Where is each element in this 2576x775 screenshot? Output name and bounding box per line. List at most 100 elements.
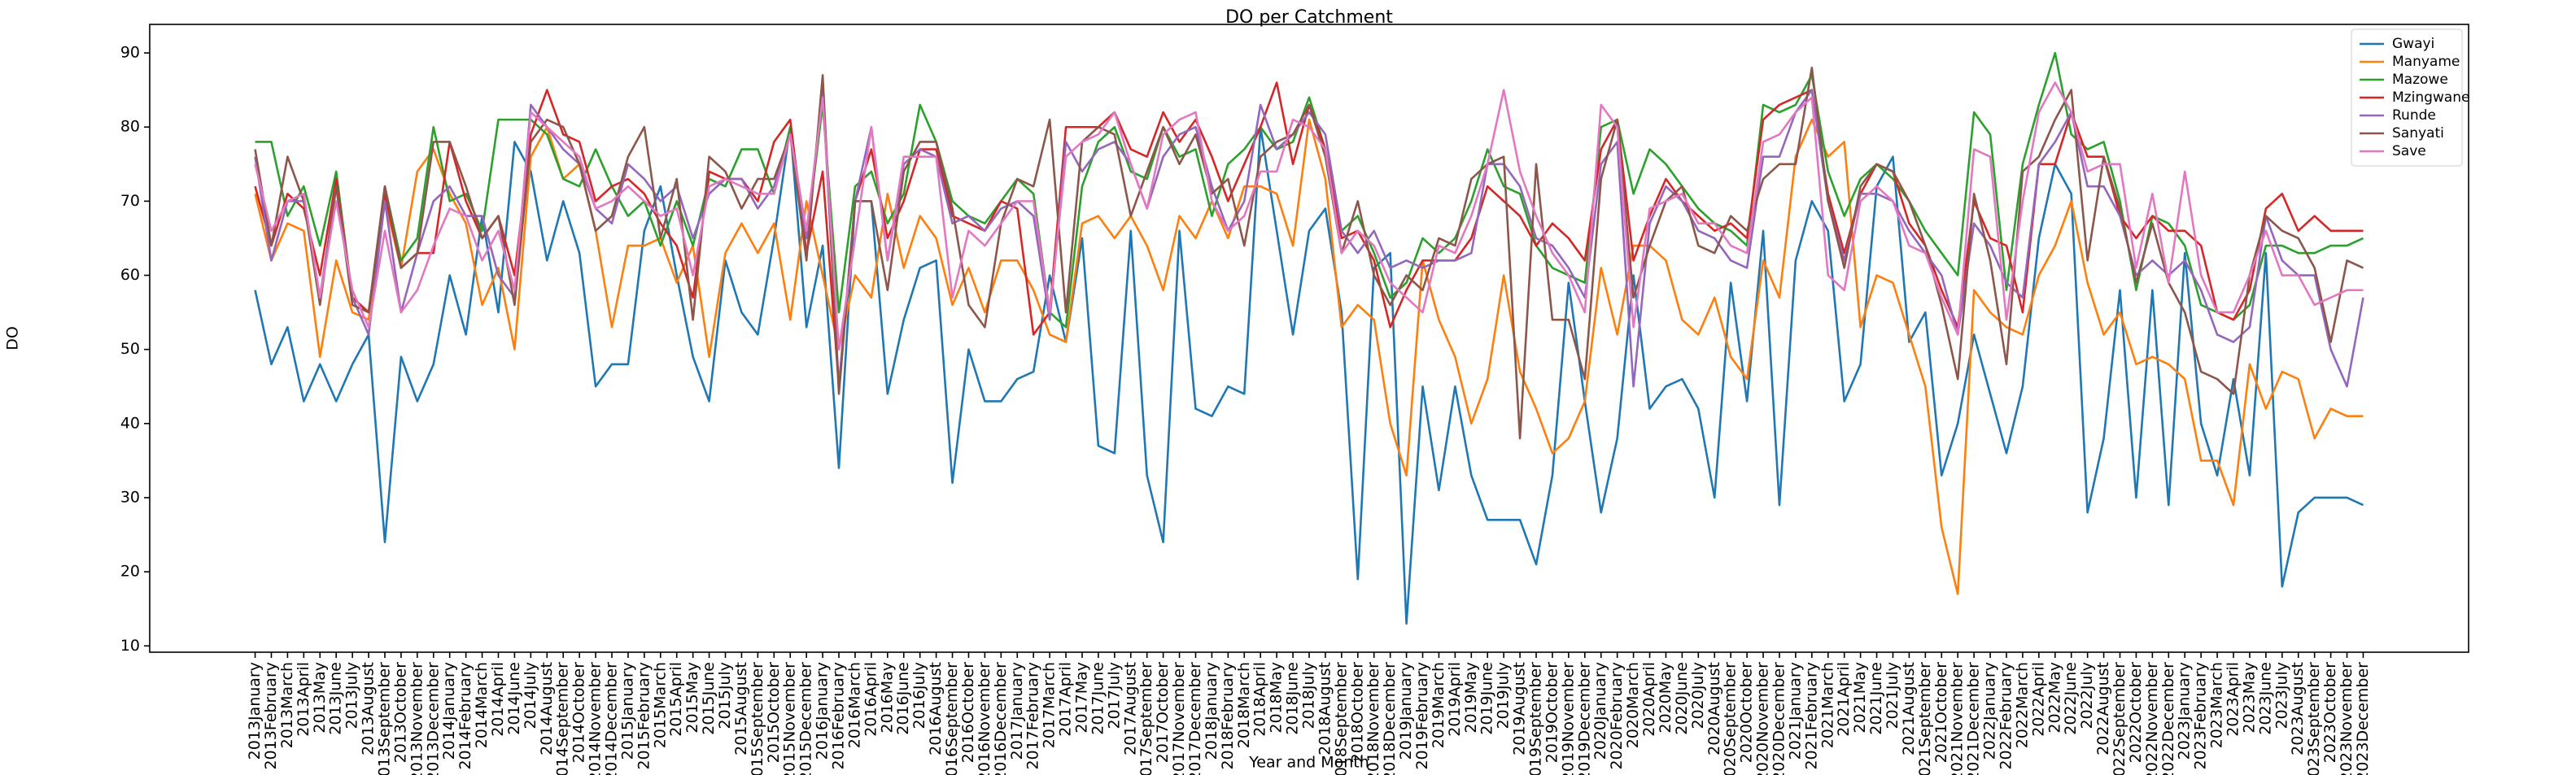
x-tick-label: 2014January [440, 662, 458, 760]
data-line [254, 81, 2364, 350]
x-tick-label: 2015September [749, 662, 766, 775]
legend-label: Gwayi [2392, 36, 2434, 52]
x-tick-label: 2017July [1105, 662, 1123, 729]
x-tick-label: 2021March [1818, 662, 1836, 748]
x-tick-label: 2017November [1170, 662, 1188, 775]
x-tick-label: 2019February [1413, 662, 1431, 770]
x-tick-label: 2017October [1154, 662, 1172, 764]
x-tick-label: 2018January [1203, 662, 1220, 760]
x-tick-label: 2023June [2256, 662, 2274, 735]
x-tick-label: 2020June [1673, 662, 1691, 735]
data-line [254, 125, 2364, 625]
x-tick-label: 2015January [618, 662, 636, 760]
x-tick-label: 2016April [862, 662, 880, 737]
x-tick-label: 2022December [2159, 662, 2177, 775]
legend-label: Sanyati [2392, 125, 2444, 142]
plot-frame [149, 24, 2469, 653]
x-tick-label: 2013March [278, 662, 296, 748]
x-tick-label: 2020October [1738, 662, 1756, 764]
x-tick-label: 2021November [1949, 662, 1967, 775]
x-tick-label: 2016March [845, 662, 863, 748]
x-tick-label: 2023March [2208, 662, 2226, 748]
x-tick-label: 2015November [781, 662, 799, 775]
x-tick-label: 2017January [1008, 662, 1026, 760]
x-tick-label: 2016August [927, 662, 945, 755]
x-tick-label: 2021August [1900, 662, 1918, 755]
x-tick-label: 2013April [295, 662, 312, 737]
x-tick-label: 2017June [1089, 662, 1107, 735]
x-tick-label: 2019December [1575, 662, 1593, 775]
x-tick-label: 2021December [1965, 662, 1983, 775]
x-tick-label: 2023May [2240, 662, 2258, 734]
x-tick-label: 2013February [262, 662, 280, 770]
data-line [254, 67, 2364, 440]
x-tick-label: 2021April [1835, 662, 1853, 737]
x-tick-label: 2020July [1689, 662, 1707, 729]
x-tick-label: 2023December [2354, 662, 2372, 775]
x-tick-label: 2014March [473, 662, 491, 748]
x-tick-label: 2022October [2127, 662, 2145, 764]
data-line [254, 118, 2364, 595]
x-tick-label: 2019March [1430, 662, 1447, 748]
y-tick-label: 40 [120, 414, 140, 432]
x-tick-label: 2019August [1511, 662, 1529, 755]
legend: Gwayi Manyame MazoweMzingwaneRundeSanyatiS… [2351, 28, 2469, 167]
x-tick-label: 2022June [2062, 662, 2080, 735]
x-tick-label: 2013May [311, 662, 329, 734]
y-tick-label: 20 [120, 563, 140, 581]
x-tick-label: 2020December [1770, 662, 1788, 775]
x-tick-label: 2022March [2013, 662, 2031, 748]
x-tick-label: 2016July [910, 662, 928, 729]
x-tick-label: 2015April [667, 662, 685, 737]
x-tick-label: 2014December [603, 662, 621, 775]
x-tick-label: 2023October [2321, 662, 2339, 764]
x-tick-label: 2018November [1364, 662, 1382, 775]
x-tick-label: 2014April [489, 662, 507, 737]
x-tick-label: 2018April [1251, 662, 1269, 737]
x-tick-label: 2013October [391, 662, 409, 764]
x-tick-label: 2014July [522, 662, 539, 729]
x-tick-label: 2016December [992, 662, 1010, 775]
x-tick-label: 2014October [570, 662, 588, 764]
x-tick-label: 2015July [716, 662, 734, 729]
x-tick-label: 2023February [2192, 662, 2210, 770]
x-tick-label: 2017December [1186, 662, 1204, 775]
x-tick-label: 2019January [1397, 662, 1415, 760]
x-tick-label: 2017May [1072, 662, 1090, 734]
x-tick-label: 2018June [1284, 662, 1302, 735]
y-tick-label: 50 [120, 340, 140, 358]
x-tick-label: 2021September [1916, 662, 1934, 775]
x-tick-label: 2014June [505, 662, 523, 735]
x-tick-label: 2018February [1219, 662, 1237, 770]
x-tick-label: 2017September [1137, 662, 1155, 775]
x-tick-label: 2022September [2111, 662, 2128, 775]
x-tick-label: 2021July [1884, 662, 1901, 729]
x-tick-label: 2019April [1446, 662, 1464, 737]
x-tick-label: 2014September [554, 662, 572, 775]
x-tick-label: 2021May [1851, 662, 1869, 734]
x-tick-label: 2022January [1981, 662, 1999, 760]
x-tick-label: 2017March [1041, 662, 1059, 748]
x-tick-label: 2022April [2029, 662, 2047, 737]
x-tick-label: 2013June [327, 662, 345, 735]
x-tick-label: 2018December [1381, 662, 1399, 775]
x-tick-label: 2013November [408, 662, 426, 775]
x-tick-label: 2014November [587, 662, 605, 775]
x-tick-label: 2023January [2176, 662, 2194, 760]
x-tick-label: 2020March [1624, 662, 1642, 748]
x-tick-label: 2018May [1268, 662, 1286, 734]
x-tick-label: 2022May [2046, 662, 2063, 734]
x-tick-label: 2021October [1932, 662, 1950, 764]
x-tick-label: 2019July [1495, 662, 1513, 729]
x-tick-label: 2023August [2289, 662, 2307, 755]
x-axis-label: Year and Month [1248, 754, 1369, 772]
y-tick-label: 70 [120, 192, 140, 210]
x-tick-label: 2020September [1722, 662, 1740, 775]
x-tick-label: 2015February [635, 662, 653, 770]
x-tick-label: 2023July [2273, 662, 2290, 729]
x-tick-label: 2019October [1543, 662, 1561, 764]
x-tick-label: 2020May [1657, 662, 1674, 734]
x-tick-label: 2017April [1057, 662, 1075, 737]
x-tick-label: 2021February [1802, 662, 1820, 770]
